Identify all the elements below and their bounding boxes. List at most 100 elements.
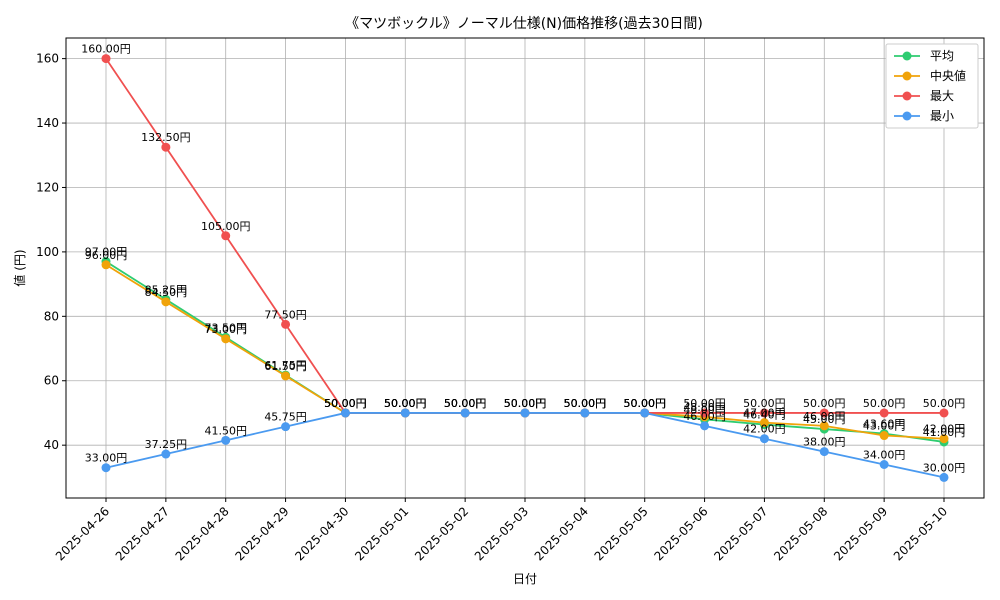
data-label: 73.50円	[204, 321, 247, 334]
data-label: 48.00円	[683, 403, 726, 416]
data-label: 50.00円	[384, 397, 427, 410]
data-point	[161, 142, 171, 152]
data-label: 50.00円	[564, 397, 607, 410]
data-point	[221, 435, 231, 445]
data-point	[580, 408, 590, 418]
y-tick-label: 100	[36, 245, 59, 259]
data-label: 61.50円	[264, 360, 307, 373]
data-point	[879, 431, 889, 441]
x-axis-title: 日付	[513, 572, 537, 586]
data-label: 37.25円	[145, 438, 188, 451]
data-label: 50.00円	[384, 397, 427, 410]
data-label: 50.00円	[444, 397, 487, 410]
y-tick-label: 40	[44, 438, 59, 452]
data-label: 50.00円	[803, 397, 846, 410]
data-label: 73.00円	[204, 323, 247, 336]
data-point	[700, 421, 710, 431]
data-label: 84.50円	[145, 286, 188, 299]
data-label: 50.00円	[324, 397, 367, 410]
data-label: 50.00円	[623, 397, 666, 410]
data-point	[759, 408, 769, 418]
data-point	[281, 371, 291, 381]
data-label: 50.00円	[384, 397, 427, 410]
data-point	[759, 434, 769, 444]
data-label: 50.00円	[923, 397, 966, 410]
data-label: 50.00円	[623, 397, 666, 410]
data-point	[281, 422, 291, 432]
series-layer	[101, 54, 949, 482]
data-point	[700, 408, 710, 418]
data-point	[221, 231, 231, 241]
data-label: 77.50円	[264, 308, 307, 321]
data-point	[819, 421, 829, 431]
data-label: 50.00円	[564, 397, 607, 410]
data-point	[460, 408, 470, 418]
data-label: 50.00円	[564, 397, 607, 410]
legend-marker	[902, 51, 912, 61]
data-label: 41.50円	[204, 424, 247, 437]
data-point	[520, 408, 530, 418]
y-tick-label: 160	[36, 52, 59, 66]
data-label: 47.00円	[743, 407, 786, 420]
grid-layer	[66, 38, 984, 498]
data-label: 46.00円	[683, 410, 726, 423]
data-label: 50.00円	[504, 397, 547, 410]
y-tick-label: 120	[36, 180, 59, 194]
data-label: 85.25円	[145, 283, 188, 296]
data-label: 105.00円	[201, 220, 251, 233]
y-tick-label: 60	[44, 374, 59, 388]
data-label: 50.00円	[683, 397, 726, 410]
data-label: 50.00円	[623, 397, 666, 410]
data-label: 30.00円	[923, 461, 966, 474]
data-label: 160.00円	[81, 43, 131, 56]
data-label: 50.00円	[444, 397, 487, 410]
data-label: 50.00円	[324, 397, 367, 410]
data-point	[819, 408, 829, 418]
data-label: 42.00円	[923, 423, 966, 436]
data-label: 97.00円	[85, 246, 128, 259]
data-label: 50.00円	[623, 397, 666, 410]
chart-title: 《マツボックル》ノーマル仕様(N)価格推移(過去30日間)	[345, 16, 703, 32]
data-point	[340, 408, 350, 418]
data-labels-layer: 97.00円 85.25円 73.50円 61.75円 50.00円 50.00円 50.0…	[81, 43, 965, 475]
legend-marker	[902, 91, 912, 101]
y-tick-label: 140	[36, 116, 59, 130]
data-label: 50.00円	[444, 397, 487, 410]
data-point	[161, 449, 171, 459]
data-point	[819, 447, 829, 457]
data-label: 38.00円	[803, 436, 846, 449]
legend-box	[885, 43, 979, 129]
data-label: 50.00円	[324, 397, 367, 410]
data-point	[101, 54, 111, 64]
y-axis-title: 値 (円)	[12, 249, 27, 286]
data-point	[939, 472, 949, 482]
legend-label: 最大	[930, 89, 954, 103]
data-label: 132.50円	[141, 131, 191, 144]
data-label: 50.00円	[384, 397, 427, 410]
data-label: 33.00円	[85, 452, 128, 465]
data-label: 42.00円	[743, 423, 786, 436]
data-label: 41.00円	[923, 426, 966, 439]
data-label: 50.00円	[444, 397, 487, 410]
data-label: 50.00円	[504, 397, 547, 410]
data-label: 50.00円	[324, 397, 367, 410]
legend-marker	[902, 111, 912, 121]
legend-label: 最小	[930, 109, 954, 123]
data-label: 50.00円	[863, 397, 906, 410]
data-point	[640, 408, 650, 418]
data-label: 50.00円	[504, 397, 547, 410]
data-point	[161, 297, 171, 307]
data-label: 50.00円	[504, 397, 547, 410]
data-label: 43.00円	[863, 420, 906, 433]
data-label: 48.80円	[683, 401, 726, 414]
legend-marker	[902, 71, 912, 81]
data-label: 46.40円	[743, 409, 786, 422]
data-point	[281, 319, 291, 329]
data-label: 61.75円	[264, 359, 307, 372]
data-point	[101, 260, 111, 270]
data-label: 50.00円	[564, 397, 607, 410]
